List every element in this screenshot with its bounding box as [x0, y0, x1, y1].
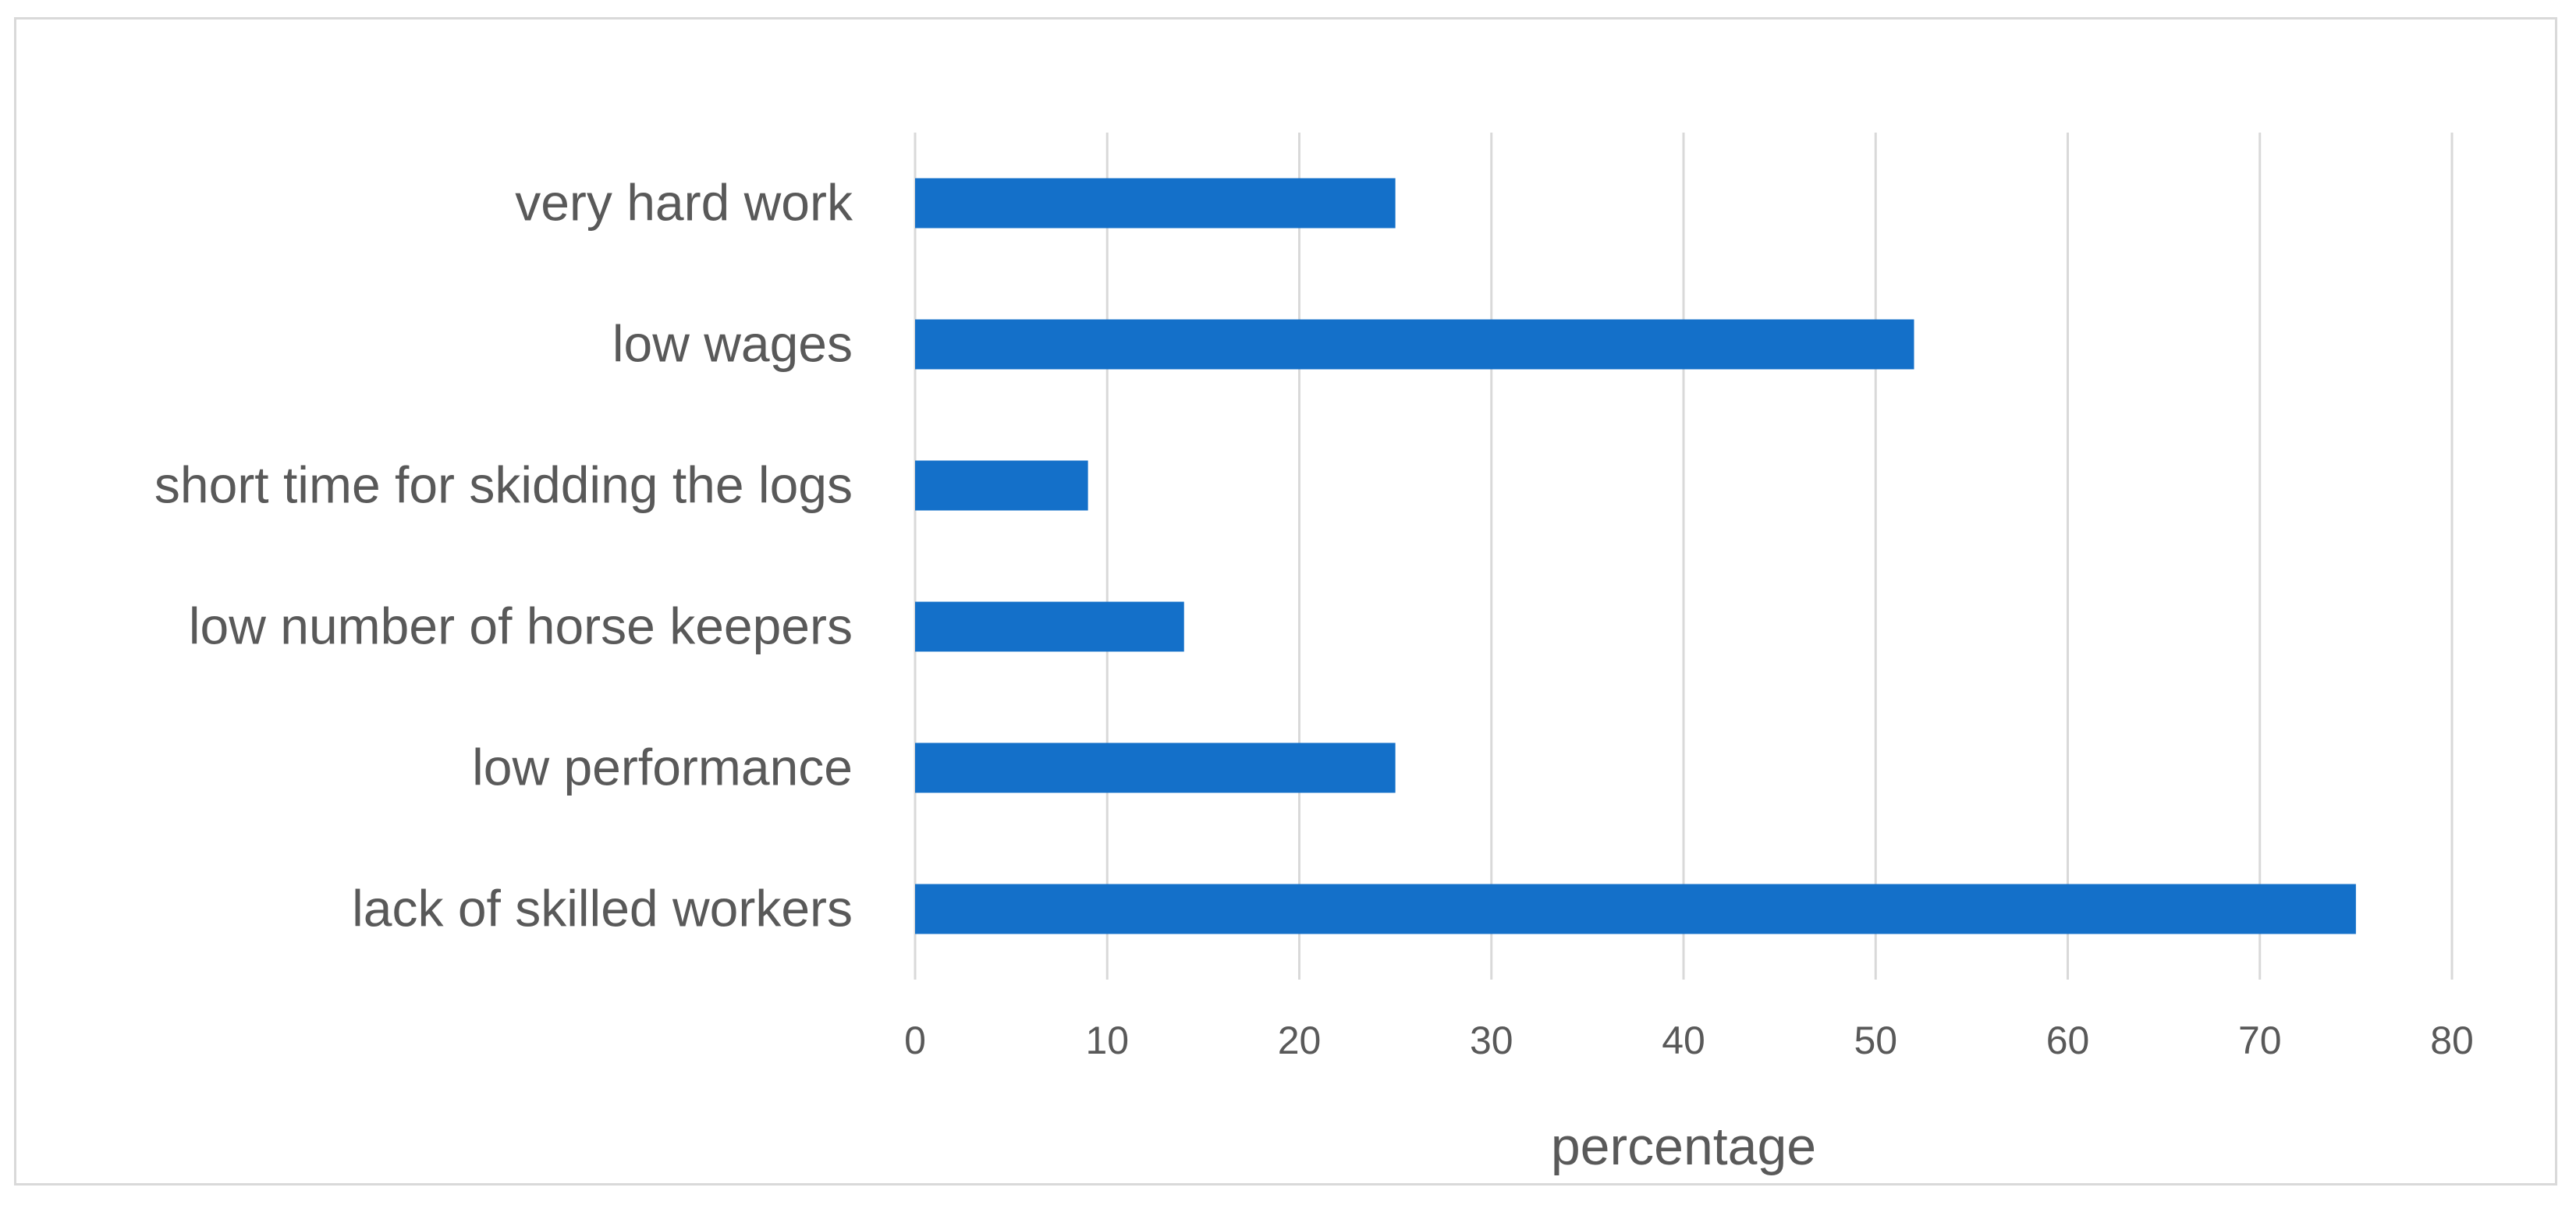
x-tick-label: 80: [2430, 1019, 2474, 1062]
gridlines: [914, 133, 2454, 980]
category-label: low wages: [612, 315, 853, 373]
bar: [915, 460, 1088, 511]
x-tick-label: 30: [1470, 1019, 1513, 1062]
category-labels: very hard work low wages short time for sk…: [154, 174, 853, 937]
x-tick-label: 20: [1278, 1019, 1322, 1062]
chart-frame: very hard work low wages short time for sk…: [14, 17, 2557, 1186]
x-tick-label: 40: [1662, 1019, 1705, 1062]
category-label: low number of horse keepers: [189, 597, 853, 655]
bar: [915, 178, 1396, 229]
category-label: low performance: [472, 739, 853, 796]
x-tick-label: 60: [2046, 1019, 2090, 1062]
x-tick-label: 70: [2238, 1019, 2282, 1062]
x-tick-label: 0: [904, 1019, 926, 1062]
category-label: very hard work: [515, 174, 853, 232]
x-axis-title: percentage: [1551, 1117, 1816, 1176]
category-label: lack of skilled workers: [352, 880, 853, 937]
bar: [915, 319, 1914, 370]
bars: [915, 178, 2356, 934]
x-tick-label: 50: [1854, 1019, 1897, 1062]
bar: [915, 601, 1184, 652]
x-tick-label: 10: [1085, 1019, 1129, 1062]
x-tick-labels: 0 10 20 30 40 50 60 70 80: [904, 1019, 2474, 1062]
bar: [915, 742, 1396, 793]
category-label: short time for skidding the logs: [154, 456, 853, 514]
bar: [915, 884, 2356, 934]
bar-chart: very hard work low wages short time for sk…: [154, 133, 2474, 1176]
